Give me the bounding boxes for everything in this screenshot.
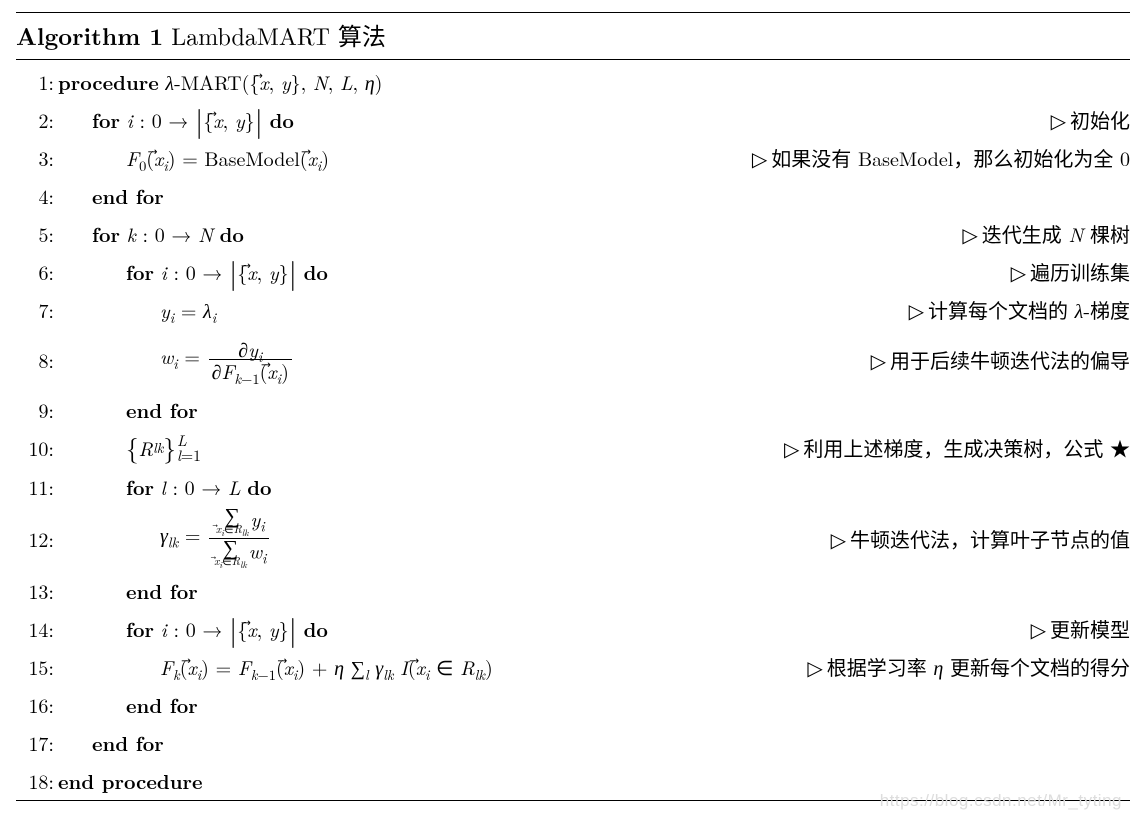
line-number: 4: [16,181,58,210]
line-code: {Rlk}Ll=1 [58,430,201,465]
line-number: 10: [16,433,58,462]
line-number: 13: [16,576,58,605]
line-body: end procedure [58,766,1130,795]
algo-title-row: Algorithm 1 LambdaMART 算法 [16,13,1130,59]
line-comment: ▷更新模型 [1031,614,1130,643]
algo-name: LambdaMART 算法 [171,18,386,52]
line-code: end for [58,690,198,719]
algo-line: 7:yi = λi ▷计算每个文档的 λ-梯度 [16,290,1130,328]
line-number: 15: [16,652,58,681]
line-comment: ▷根据学习率 η 更新每个文档的得分 [807,652,1130,681]
line-number: 7: [16,295,58,324]
line-body: for l : 0 → L do [58,472,1130,501]
line-code: F0(xi) = BaseModel(xi) [58,143,329,172]
line-comment: ▷遍历训练集 [1011,257,1130,286]
line-number: 16: [16,690,58,719]
algo-line: 16:end for [16,686,1130,724]
line-code: γlk = ∑xi∈Rlkyi∑xi∈Rlkwi [58,507,271,570]
line-code: Fk(xi) = Fk−1(xi) + η ∑l γlk I(xi ∈ Rlk) [58,652,493,681]
line-code: end for [58,181,164,210]
line-number: 6: [16,257,58,286]
algo-line: 3:F0(xi) = BaseModel(xi) ▷如果没有 BaseModel，… [16,138,1130,176]
algo-body: 1:procedure λ-MART({x, y}, N, L, η)2:for… [16,60,1130,800]
line-body: Fk(xi) = Fk−1(xi) + η ∑l γlk I(xi ∈ Rlk)… [58,652,1130,681]
line-code: procedure λ-MART({x, y}, N, L, η) [58,67,382,96]
line-body: procedure λ-MART({x, y}, N, L, η) [58,67,1130,96]
line-code: for i : 0 → |{x, y}| do [58,105,294,134]
line-code: yi = λi [58,295,216,324]
line-number: 8: [16,345,58,374]
line-body: γlk = ∑xi∈Rlkyi∑xi∈Rlkwi ▷牛顿迭代法，计算叶子节点的值 [58,507,1130,570]
line-code: for i : 0 → |{x, y}| do [58,257,328,286]
line-body: end for [58,576,1130,605]
rule-bottom [16,800,1130,801]
algo-line: 2:for i : 0 → |{x, y}| do ▷初始化 [16,100,1130,138]
algo-line: 1:procedure λ-MART({x, y}, N, L, η) [16,62,1130,100]
line-comment: ▷初始化 [1051,105,1130,134]
algo-line: 8:wi = ∂yi∂Fk−1(xi) ▷用于后续牛顿迭代法的偏导 [16,328,1130,390]
line-body: for k : 0 → N do ▷迭代生成 N 棵树 [58,219,1130,248]
line-comment: ▷迭代生成 N 棵树 [962,219,1130,248]
line-number: 3: [16,143,58,172]
line-number: 11: [16,472,58,501]
line-comment: ▷用于后续牛顿迭代法的偏导 [871,345,1130,374]
line-number: 14: [16,614,58,643]
line-comment: ▷牛顿迭代法，计算叶子节点的值 [831,524,1130,553]
line-body: end for [58,395,1130,424]
algo-line: 11:for l : 0 → L do [16,467,1130,505]
line-body: end for [58,690,1130,719]
line-comment: ▷如果没有 BaseModel，那么初始化为全 0 [752,143,1130,172]
line-code: for i : 0 → |{x, y}| do [58,614,328,643]
line-code: end for [58,395,198,424]
algo-line: 12:γlk = ∑xi∈Rlkyi∑xi∈Rlkwi ▷牛顿迭代法，计算叶子节点… [16,505,1130,572]
line-number: 1: [16,67,58,96]
line-number: 17: [16,728,58,757]
line-code: wi = ∂yi∂Fk−1(xi) [58,338,294,381]
algo-line: 13:end for [16,572,1130,610]
line-number: 18: [16,766,58,795]
algo-line: 18:end procedure [16,762,1130,800]
line-body: {Rlk}Ll=1 ▷利用上述梯度，生成决策树，公式 ★ [58,430,1130,465]
line-number: 12: [16,524,58,553]
algo-label: Algorithm 1 [16,19,163,53]
line-number: 5: [16,219,58,248]
line-body: end for [58,181,1130,210]
line-body: end for [58,728,1130,757]
line-code: for l : 0 → L do [58,472,272,501]
line-number: 9: [16,395,58,424]
line-comment: ▷利用上述梯度，生成决策树，公式 ★ [784,433,1130,462]
line-code: end procedure [58,766,203,795]
line-body: for i : 0 → |{x, y}| do ▷遍历训练集 [58,257,1130,286]
line-body: yi = λi ▷计算每个文档的 λ-梯度 [58,295,1130,324]
algo-line: 6:for i : 0 → |{x, y}| do ▷遍历训练集 [16,252,1130,290]
algo-line: 15:Fk(xi) = Fk−1(xi) + η ∑l γlk I(xi ∈ R… [16,648,1130,686]
line-number: 2: [16,105,58,134]
line-code: end for [58,728,164,757]
algo-line: 4:end for [16,176,1130,214]
algo-line: 5:for k : 0 → N do ▷迭代生成 N 棵树 [16,214,1130,252]
algo-line: 10:{Rlk}Ll=1 ▷利用上述梯度，生成决策树，公式 ★ [16,428,1130,467]
algo-line: 14:for i : 0 → |{x, y}| do ▷更新模型 [16,610,1130,648]
line-body: wi = ∂yi∂Fk−1(xi) ▷用于后续牛顿迭代法的偏导 [58,338,1130,381]
algo-line: 9:end for [16,390,1130,428]
line-body: for i : 0 → |{x, y}| do ▷更新模型 [58,614,1130,643]
line-body: F0(xi) = BaseModel(xi) ▷如果没有 BaseModel，那么… [58,143,1130,172]
line-code: end for [58,576,198,605]
line-body: for i : 0 → |{x, y}| do ▷初始化 [58,105,1130,134]
line-code: for k : 0 → N do [58,219,244,248]
algo-line: 17:end for [16,724,1130,762]
line-comment: ▷计算每个文档的 λ-梯度 [909,295,1130,324]
